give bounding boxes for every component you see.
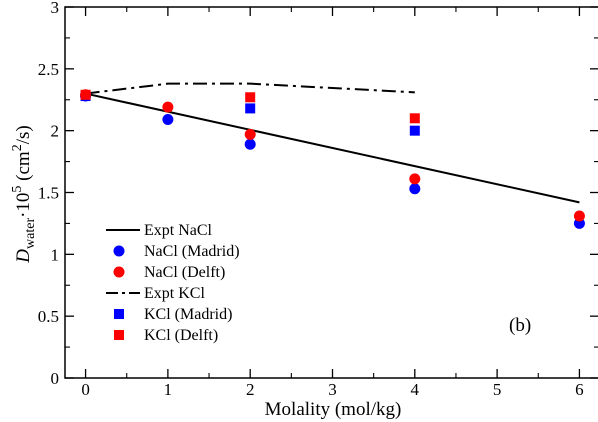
legend-label: Expt NaCl <box>144 222 213 239</box>
x-tick-label: 2 <box>246 380 255 399</box>
x-axis-title: Molality (mol/kg) <box>265 399 402 420</box>
square-marker <box>80 89 91 100</box>
circle-marker <box>162 101 174 113</box>
legend-circle-swatch <box>113 266 125 278</box>
circle-marker <box>409 173 421 185</box>
square-marker <box>245 92 256 103</box>
panel-annotation: (b) <box>509 315 531 336</box>
x-tick-label: 4 <box>411 380 420 399</box>
x-tick-label: 0 <box>81 380 90 399</box>
y-axis-units-prefix: (cm <box>13 151 34 186</box>
series-line <box>85 82 415 95</box>
legend-label: NaCl (Delft) <box>144 264 225 281</box>
y-axis-title: Dwater·105 (cm2/s) <box>10 125 38 263</box>
x-tick-label: 1 <box>164 380 173 399</box>
y-tick-label: 0 <box>51 369 60 388</box>
y-tick-label: 2.5 <box>38 60 59 79</box>
legend-label: KCl (Madrid) <box>144 306 232 323</box>
x-tick-label: 5 <box>493 380 502 399</box>
y-tick-label: 1 <box>51 245 60 264</box>
x-tick-label: 6 <box>575 380 584 399</box>
y-axis-symbol: D <box>13 249 34 264</box>
y-tick-label: 1.5 <box>38 184 59 203</box>
axes: 0 1 2 3 4 5 6 0 0.5 1 1.5 2 2.5 3 <box>38 0 598 399</box>
y-axis-exponent: 5 <box>10 186 25 193</box>
y-tick-label: 0.5 <box>38 307 59 326</box>
legend: Expt NaCl NaCl (Madrid) NaCl (Delft) Expt K… <box>106 222 240 344</box>
legend-circle-swatch <box>113 245 125 257</box>
legend-label: KCl (Delft) <box>144 327 218 344</box>
legend-label: Expt KCl <box>144 285 205 302</box>
y-axis-units-suffix: /s) <box>13 125 34 144</box>
circle-marker <box>244 138 256 150</box>
y-axis-units-exponent: 2 <box>10 144 25 151</box>
series-line <box>85 92 580 204</box>
square-marker <box>409 125 420 136</box>
square-marker <box>409 113 420 124</box>
y-tick-label: 3 <box>51 0 60 17</box>
y-axis-times: ·10 <box>13 193 34 218</box>
x-tick-label: 3 <box>328 380 337 399</box>
y-axis-subscript: water <box>23 218 38 249</box>
y-tick-label: 2 <box>51 122 60 141</box>
legend-label: NaCl (Madrid) <box>144 243 240 260</box>
legend-square-swatch <box>114 309 124 319</box>
legend-square-swatch <box>114 330 124 340</box>
circle-marker <box>409 183 421 195</box>
plot-area <box>80 82 585 229</box>
circle-marker <box>244 128 256 140</box>
square-marker <box>245 103 256 114</box>
circle-marker <box>162 114 174 126</box>
circle-marker <box>573 210 585 222</box>
